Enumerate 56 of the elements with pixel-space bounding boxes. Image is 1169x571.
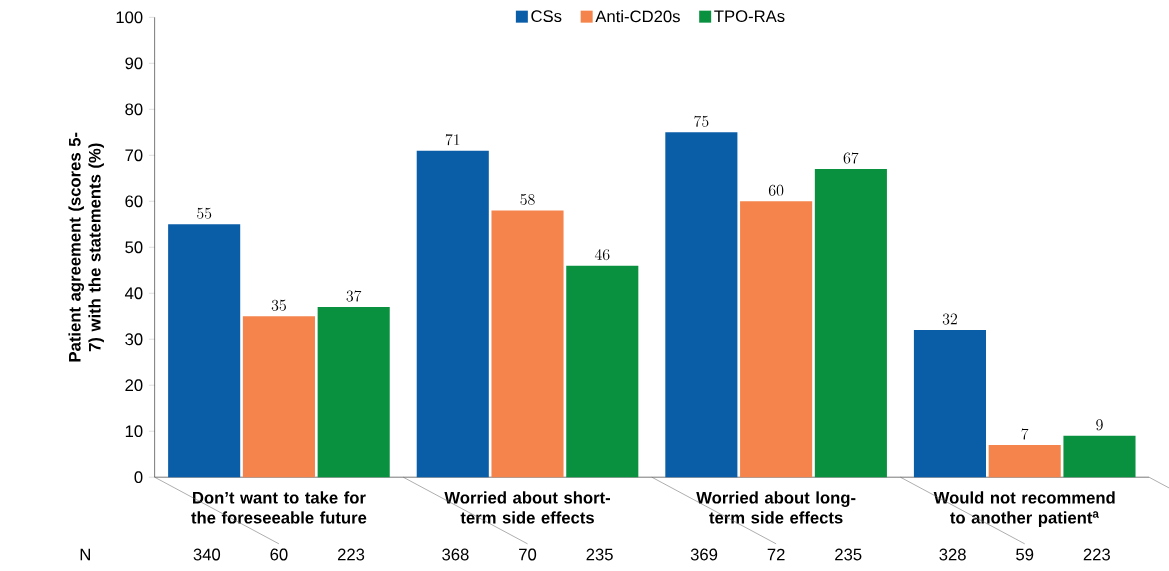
data-label: 46 [594,249,610,261]
text: 369 [690,548,718,561]
x-tick-label: Would not recommend to another patient$^{a}$ [933,491,1115,528]
y-tick-label: 40 [124,287,143,300]
y-tick-label: 80 [125,103,143,116]
data-label: 75 [694,115,709,128]
data-label: 67 [843,152,859,164]
bar [988,445,1061,478]
text: 60 [270,548,288,561]
data-label: 32 [942,313,957,325]
text: 72 [767,548,785,561]
x-tick-label: Worried about long-term side effects [696,491,856,524]
y-tick-label: 60 [125,195,143,208]
y-tick-label: 10 [125,425,143,438]
bar [416,150,489,478]
legend-label: TPO-RAs [714,10,785,23]
text: 235 [835,548,862,561]
y-axis-title: Patient agreement (scores 5-7) with the statements (%) [68,132,104,362]
text: 368 [442,548,469,561]
bar [1063,436,1136,478]
y-tick-label: 30 [125,333,143,346]
data-label: 58 [520,194,535,206]
text: 340 [193,548,221,561]
text: 223 [337,548,365,561]
data-label: 60 [768,185,784,197]
data-label: 9 [1096,419,1103,431]
bar [242,316,315,478]
bar [168,224,241,478]
y-tick-label: 90 [125,57,143,70]
bar [814,169,887,478]
text: 70 [519,548,537,561]
x-tick-label: Worried about short-term side effects [444,491,610,524]
data-label: 55 [197,208,212,220]
bar [913,330,986,478]
data-label: 37 [346,290,362,302]
bar [317,307,390,478]
text: 59 [1016,548,1034,561]
y-tick-label: 70 [125,149,143,162]
y-tick-label: 100 [116,11,143,24]
y-tick-label: 50 [125,241,143,254]
text: 235 [586,548,613,561]
data-label: 35 [271,300,286,311]
bar [491,210,564,478]
text: 223 [1083,548,1110,561]
bar [665,132,738,478]
data-label: 71 [445,134,460,146]
text: 328 [939,548,966,561]
legend-label: CSs [531,10,562,23]
y-tick-label: 0 [134,471,143,484]
y-tick-label: 20 [125,379,143,392]
text: N [80,549,90,561]
x-tick-label: Don’t want to take for the foreseeable future [191,491,367,524]
bar [566,265,639,478]
data-label: 7 [1021,428,1029,440]
bar [740,201,813,478]
legend-label: Anti-CD20s [595,10,680,23]
